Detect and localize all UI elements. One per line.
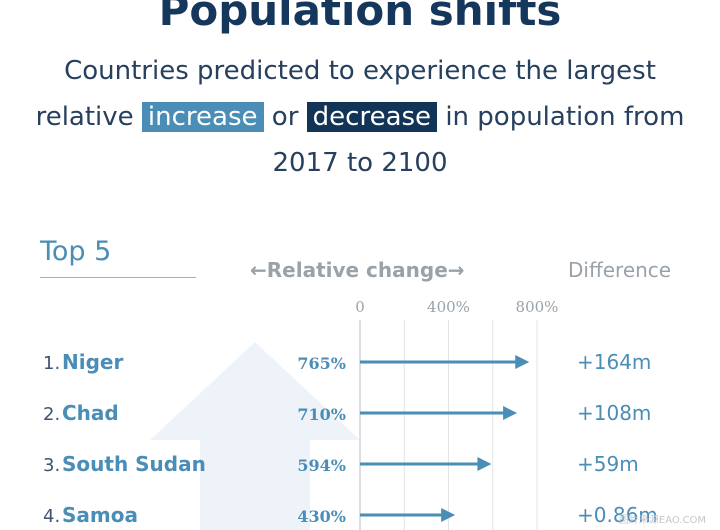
data-row: 1. Niger 765% +164m — [43, 350, 651, 374]
bar-arrow-head — [503, 406, 518, 420]
rank-label: 1. — [43, 353, 60, 374]
relative-change-header: ←Relative change→ — [250, 258, 465, 282]
subtitle-pre: relative — [35, 102, 134, 132]
section-divider — [40, 277, 196, 278]
tick-labels: 0 400% 800% — [355, 298, 558, 316]
subtitle-line-3: 2017 to 2100 — [272, 148, 448, 178]
difference-label: +0.86m — [577, 503, 658, 527]
data-row: 2. Chad 710% +108m — [43, 401, 651, 425]
page-title: Population shifts — [158, 0, 562, 35]
subtitle-line-2: relative increase or decrease in populat… — [0, 94, 720, 140]
data-row: 3. South Sudan 594% +59m — [43, 452, 639, 476]
country-label: Samoa — [62, 503, 138, 527]
country-label: South Sudan — [62, 452, 206, 476]
value-label: 710% — [297, 405, 346, 424]
increase-highlight: increase — [141, 102, 264, 132]
bar-arrow-head — [477, 457, 492, 471]
watermark: 图片来源EAO.COM — [618, 515, 706, 526]
decrease-highlight: decrease — [306, 102, 438, 132]
chart-grid — [359, 320, 538, 530]
tick-label: 800% — [516, 298, 559, 316]
data-row: 4. Samoa 430% +0.86m — [43, 503, 658, 527]
section-title: Top 5 — [40, 236, 112, 267]
subtitle-or: or — [271, 102, 299, 132]
subtitle-line-1: Countries predicted to experience the la… — [64, 56, 656, 86]
chart-rows: 1. Niger 765% +164m 2. Chad 710% +108m 3. South S… — [43, 350, 658, 527]
country-label: Niger — [62, 350, 123, 374]
value-label: 430% — [297, 507, 346, 526]
subtitle-post: in population from — [445, 102, 685, 132]
rank-label: 4. — [43, 506, 60, 527]
country-label: Chad — [62, 401, 119, 425]
difference-label: +108m — [577, 401, 651, 425]
subtitle: Countries predicted to experience the la… — [0, 48, 720, 186]
difference-label: +59m — [577, 452, 639, 476]
bar-arrow-head — [515, 355, 530, 369]
difference-header: Difference — [568, 258, 672, 282]
difference-label: +164m — [577, 350, 651, 374]
rank-label: 3. — [43, 455, 60, 476]
rank-label: 2. — [43, 404, 60, 425]
value-label: 765% — [297, 354, 346, 373]
tick-label: 0 — [355, 298, 365, 316]
background-arrow-icon — [150, 342, 360, 530]
value-label: 594% — [297, 456, 346, 475]
bar-arrow-head — [441, 508, 456, 522]
tick-label: 400% — [427, 298, 470, 316]
